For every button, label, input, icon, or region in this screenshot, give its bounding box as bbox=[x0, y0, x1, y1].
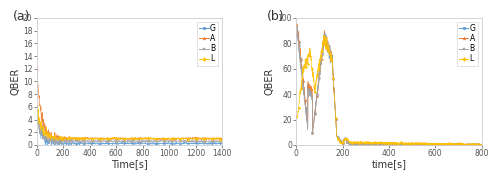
Y-axis label: QBER: QBER bbox=[10, 68, 20, 95]
Legend: G, A, B, L: G, A, B, L bbox=[197, 22, 218, 66]
X-axis label: time[s]: time[s] bbox=[371, 159, 406, 170]
Text: (a): (a) bbox=[13, 10, 30, 23]
Y-axis label: QBER: QBER bbox=[264, 68, 274, 95]
Legend: G, A, B, L: G, A, B, L bbox=[456, 22, 477, 66]
X-axis label: Time[s]: Time[s] bbox=[111, 159, 147, 170]
Text: (b): (b) bbox=[266, 10, 284, 23]
